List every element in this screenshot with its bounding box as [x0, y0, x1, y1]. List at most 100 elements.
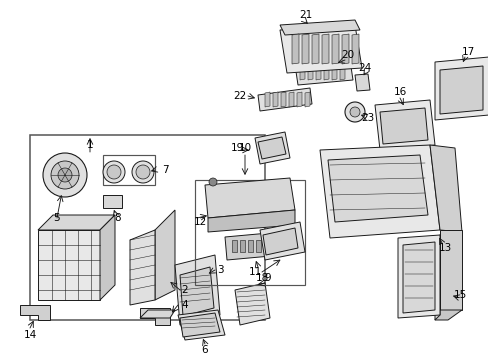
Circle shape [208, 178, 217, 186]
Circle shape [51, 161, 79, 189]
Text: 1: 1 [86, 140, 93, 150]
Polygon shape [434, 310, 461, 320]
Text: 18: 18 [255, 273, 268, 283]
Polygon shape [429, 145, 461, 232]
Polygon shape [130, 230, 155, 305]
Polygon shape [402, 242, 434, 313]
Text: 11: 11 [248, 267, 261, 277]
Polygon shape [351, 34, 358, 64]
Polygon shape [339, 67, 345, 80]
Polygon shape [291, 34, 298, 64]
Polygon shape [178, 310, 224, 340]
Polygon shape [258, 88, 311, 111]
Text: 14: 14 [23, 330, 37, 340]
Polygon shape [271, 240, 276, 252]
Polygon shape [100, 215, 115, 300]
Bar [103, 155, 155, 185]
Text: 2: 2 [182, 285, 188, 295]
Text: 13: 13 [437, 243, 451, 253]
Polygon shape [379, 108, 427, 144]
Polygon shape [254, 132, 289, 164]
Polygon shape [38, 230, 100, 300]
Polygon shape [247, 240, 252, 252]
Text: 24: 24 [358, 63, 371, 73]
Polygon shape [439, 66, 482, 114]
Circle shape [103, 161, 125, 183]
Bar [30, 135, 264, 320]
Circle shape [58, 168, 72, 182]
Polygon shape [302, 34, 308, 64]
Polygon shape [280, 20, 359, 35]
Polygon shape [38, 215, 115, 230]
Text: 7: 7 [162, 165, 168, 175]
Text: 3: 3 [216, 265, 223, 275]
Text: 20: 20 [341, 50, 354, 60]
Circle shape [349, 107, 359, 117]
Polygon shape [235, 283, 269, 325]
Polygon shape [296, 92, 302, 107]
Polygon shape [180, 267, 214, 316]
Text: 10: 10 [238, 143, 251, 153]
Text: 15: 15 [452, 290, 466, 300]
Polygon shape [321, 34, 328, 64]
Polygon shape [264, 92, 269, 107]
Text: 19: 19 [230, 143, 243, 153]
Text: 16: 16 [392, 87, 406, 97]
Circle shape [43, 153, 87, 197]
Polygon shape [331, 34, 338, 64]
Polygon shape [258, 137, 285, 159]
Circle shape [132, 161, 154, 183]
Polygon shape [140, 308, 170, 325]
Polygon shape [354, 74, 369, 91]
Polygon shape [294, 60, 352, 85]
Polygon shape [175, 255, 220, 325]
Polygon shape [281, 92, 285, 107]
Polygon shape [231, 240, 237, 252]
Polygon shape [434, 235, 439, 320]
Polygon shape [260, 222, 305, 260]
Polygon shape [272, 92, 278, 107]
Polygon shape [319, 145, 439, 238]
Polygon shape [434, 57, 488, 120]
Polygon shape [305, 92, 309, 107]
Polygon shape [307, 67, 312, 80]
Text: 17: 17 [461, 47, 474, 57]
Text: 21: 21 [299, 10, 312, 20]
Polygon shape [341, 34, 348, 64]
Polygon shape [224, 232, 282, 260]
Polygon shape [397, 235, 439, 318]
Polygon shape [374, 100, 434, 150]
Text: 6: 6 [201, 345, 208, 355]
Circle shape [345, 102, 364, 122]
Circle shape [107, 165, 121, 179]
Polygon shape [315, 67, 320, 80]
Polygon shape [263, 228, 297, 255]
Text: 8: 8 [115, 213, 121, 223]
Polygon shape [256, 240, 261, 252]
Bar [195, 180, 305, 285]
Polygon shape [288, 92, 293, 107]
Polygon shape [155, 210, 175, 300]
Polygon shape [311, 34, 318, 64]
Text: 12: 12 [193, 217, 206, 227]
Polygon shape [299, 67, 305, 80]
Polygon shape [103, 195, 122, 208]
Polygon shape [439, 230, 461, 310]
Polygon shape [20, 305, 50, 320]
Polygon shape [140, 310, 175, 318]
Circle shape [136, 165, 150, 179]
Polygon shape [240, 240, 244, 252]
Text: 23: 23 [361, 113, 374, 123]
Text: 4: 4 [182, 300, 188, 310]
Polygon shape [204, 178, 294, 218]
Polygon shape [180, 313, 220, 337]
Text: 22: 22 [233, 91, 246, 101]
Polygon shape [324, 67, 328, 80]
Text: 9: 9 [264, 273, 271, 283]
Polygon shape [207, 210, 294, 232]
Text: 5: 5 [54, 213, 60, 223]
Polygon shape [280, 25, 361, 73]
Polygon shape [331, 67, 336, 80]
Polygon shape [264, 240, 268, 252]
Polygon shape [327, 155, 427, 222]
